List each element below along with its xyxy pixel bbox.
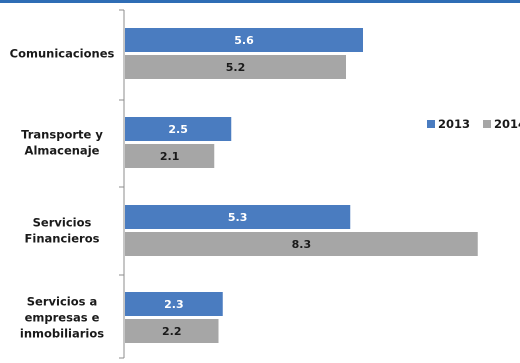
bar-2014-2 xyxy=(125,232,478,256)
bar-2013-2 xyxy=(125,205,351,229)
data-label-2014-2: 8.3 xyxy=(292,238,312,251)
legend-swatch-2013 xyxy=(427,120,435,128)
category-label-line: empresas e xyxy=(25,311,100,325)
bars-layer: 5.6 5.2 2.5 2.1 5.3 8.3 2.3 2.2 xyxy=(125,28,478,343)
data-label-2014-0: 5.2 xyxy=(226,61,246,74)
category-label-line: Transporte y xyxy=(21,128,103,142)
category-label-line: Almacenaje xyxy=(25,144,100,158)
legend: 2013 2014 xyxy=(427,117,520,131)
category-label-line: inmobiliarios xyxy=(20,327,104,341)
bar-2014-1 xyxy=(125,144,215,168)
category-label-2: Servicios Financieros xyxy=(25,216,100,246)
data-label-2013-3: 2.3 xyxy=(164,298,184,311)
category-label-3: Servicios a empresas e inmobiliarios xyxy=(20,295,104,341)
legend-label-2014: 2014 xyxy=(494,117,520,131)
category-labels: Comunicaciones Transporte y Almacenaje Serv… xyxy=(10,47,115,341)
data-label-2013-2: 5.3 xyxy=(228,211,248,224)
bar-2013-0 xyxy=(125,28,363,52)
category-label-0: Comunicaciones xyxy=(10,47,115,61)
bar-2014-3 xyxy=(125,319,219,343)
data-label-2013-1: 2.5 xyxy=(168,123,188,136)
category-label-line: Servicios a xyxy=(27,295,97,309)
category-label-line: Financieros xyxy=(25,232,100,246)
bar-2013-3 xyxy=(125,292,223,316)
axis-layer xyxy=(119,9,125,359)
legend-swatch-2014 xyxy=(483,120,491,128)
data-label-2013-0: 5.6 xyxy=(234,34,254,47)
category-label-1: Transporte y Almacenaje xyxy=(21,128,103,158)
top-rule xyxy=(0,0,520,3)
data-label-2014-1: 2.1 xyxy=(160,150,180,163)
legend-label-2013: 2013 xyxy=(438,117,470,131)
category-label-line: Servicios xyxy=(33,216,92,230)
data-label-2014-3: 2.2 xyxy=(162,325,182,338)
category-label-line: Comunicaciones xyxy=(10,47,115,61)
bar-2014-0 xyxy=(125,55,346,79)
bar-2013-1 xyxy=(125,117,232,141)
